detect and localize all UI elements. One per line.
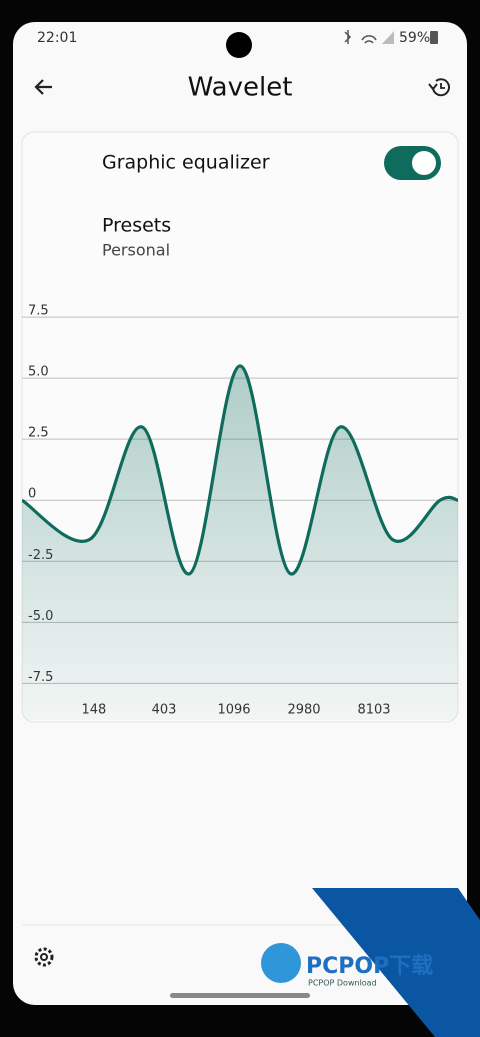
wifi-icon	[361, 35, 377, 44]
y-tick-label: 0	[28, 487, 36, 502]
curve	[22, 364, 458, 576]
y-tick-label: 5.0	[28, 365, 49, 380]
reset-hands	[440, 83, 445, 89]
battery-text: 59%	[399, 30, 430, 46]
signal-icon	[382, 31, 394, 44]
preset-value[interactable]: Personal	[102, 241, 170, 260]
back-button[interactable]	[34, 79, 52, 95]
time: 22:01	[37, 30, 77, 46]
reset-button[interactable]	[428, 78, 450, 97]
settings-button[interactable]	[34, 947, 54, 967]
watermark-brand: PCPOP下载	[306, 953, 433, 979]
toggle-label: Graphic equalizer	[102, 152, 270, 174]
gear-teeth	[34, 947, 54, 967]
bluetooth-icon	[344, 30, 352, 44]
y-tick-label: 7.5	[28, 304, 49, 319]
watermark-logo	[261, 943, 301, 983]
gear-hub	[40, 953, 48, 961]
presets-label: Presets	[102, 215, 171, 237]
watermark-sub: PCPOP Download	[308, 979, 377, 988]
reset-icon	[431, 78, 450, 97]
area	[22, 365, 458, 720]
toggle[interactable]	[384, 146, 441, 180]
watermark-shape	[312, 888, 480, 1037]
y-tick-label: 2.5	[28, 426, 49, 441]
camera	[226, 32, 252, 58]
reset-arrow	[428, 83, 438, 91]
home-indicator	[170, 993, 310, 998]
app-title: Wavelet	[188, 73, 293, 103]
battery-icon	[430, 31, 438, 44]
chart: 7.55.02.50-2.5-5.0-7.5148403109629808103	[22, 304, 458, 720]
toggle-thumb	[412, 151, 436, 175]
